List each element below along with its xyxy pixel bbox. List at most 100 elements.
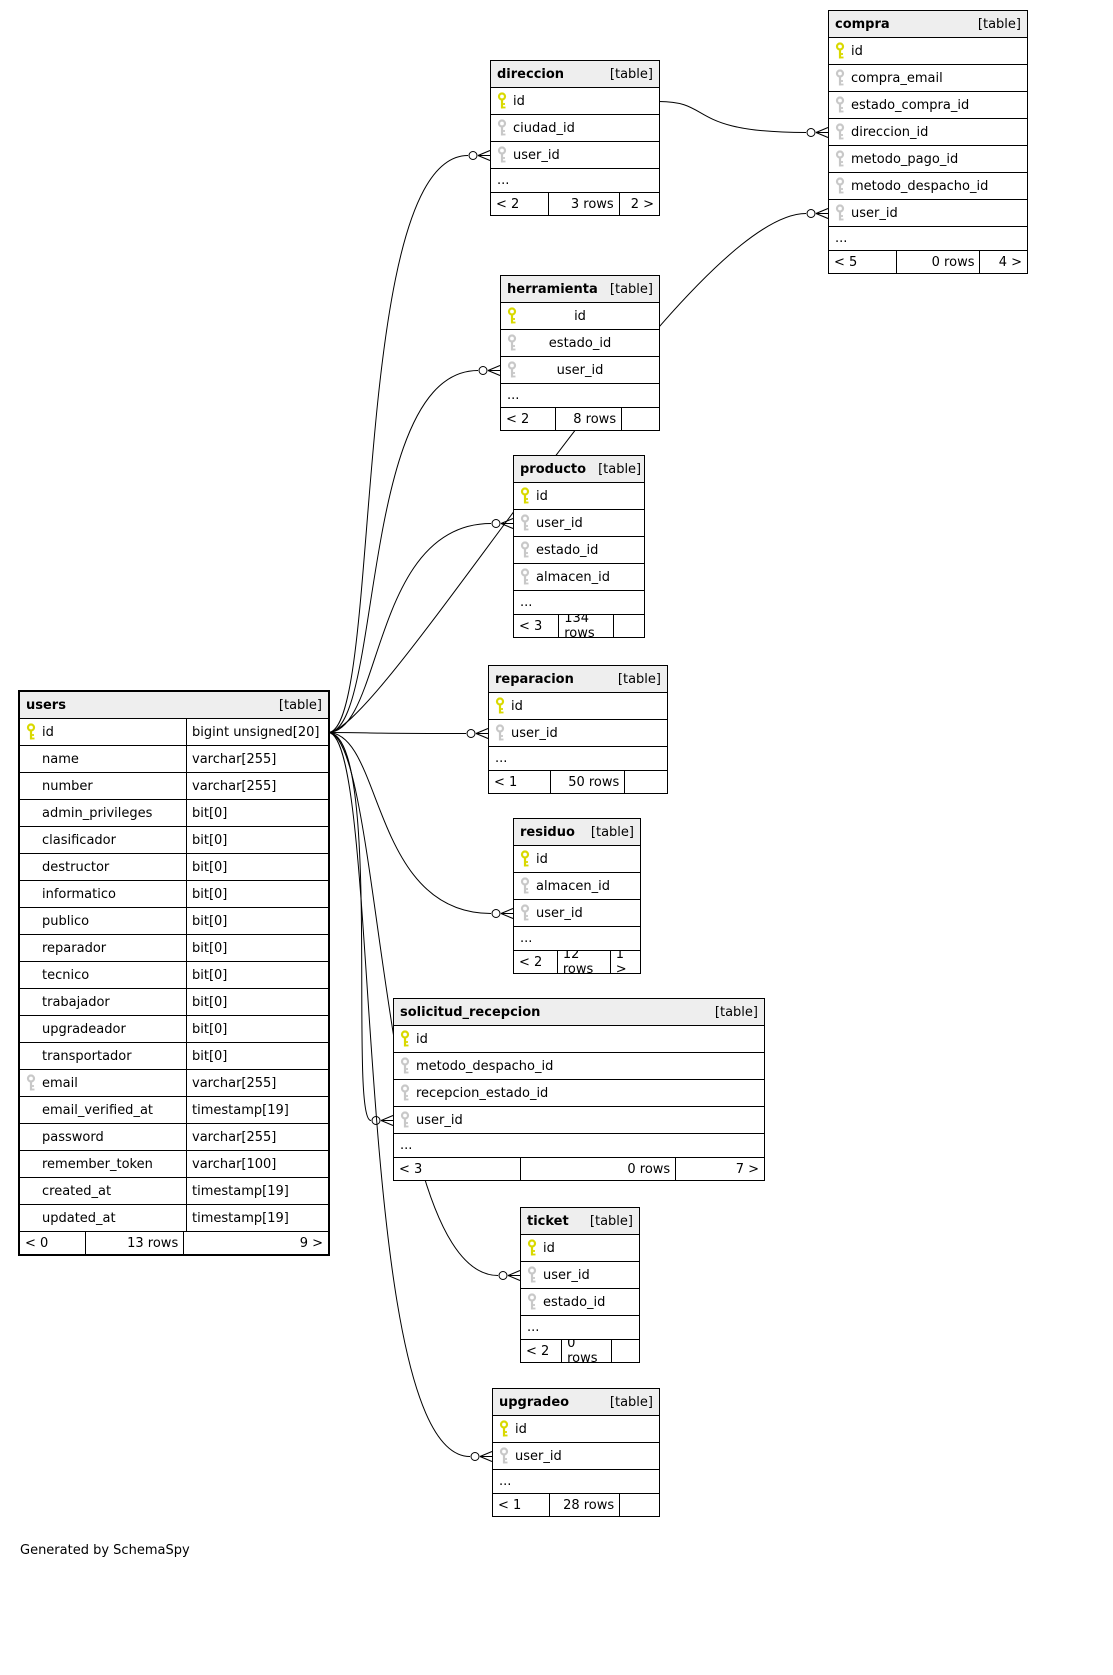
table-header-residuo[interactable]: residuo [table] xyxy=(514,819,640,846)
foreign-key-icon xyxy=(527,1266,537,1283)
column-row-clasificador: clasificador bit[0] xyxy=(20,827,328,854)
column-row-informatico: informatico bit[0] xyxy=(20,881,328,908)
table-footer-herramienta: < 2 8 rows xyxy=(501,408,659,430)
zero-or-many-circle xyxy=(498,1271,508,1280)
column-type: bit[0] xyxy=(192,967,228,983)
column-name: number xyxy=(42,773,187,799)
column-row-destructor: destructor bit[0] xyxy=(20,854,328,881)
column-name: compra_email xyxy=(851,70,943,86)
table-node-upgradeo[interactable]: upgradeo [table] id user_id... < 1 28 rows xyxy=(492,1388,660,1517)
table-node-direccion[interactable]: direccion [table] id ciudad_id user_id... < 2… xyxy=(490,60,660,216)
key-cell xyxy=(501,361,523,379)
column-name: id xyxy=(515,1421,527,1437)
relation-line xyxy=(327,732,492,914)
table-header-producto[interactable]: producto [table] xyxy=(514,456,644,483)
column-name: user_id xyxy=(536,515,583,531)
column-name: password xyxy=(42,1124,187,1150)
table-name: compra xyxy=(835,16,890,32)
key-cell xyxy=(514,850,536,868)
column-row-password: password varchar[255] xyxy=(20,1124,328,1151)
key-cell xyxy=(491,119,513,137)
key-cell xyxy=(829,150,851,168)
key-cell xyxy=(514,541,536,559)
table-tag: [table] xyxy=(589,1213,633,1229)
children-count: 4 > xyxy=(979,251,1027,273)
table-header-direccion[interactable]: direccion [table] xyxy=(491,61,659,88)
table-node-reparacion[interactable]: reparacion [table] id user_id... < 1 50 rows xyxy=(488,665,668,794)
table-header-reparacion[interactable]: reparacion [table] xyxy=(489,666,667,693)
more-columns-ellipsis: ... xyxy=(501,384,659,408)
table-node-solicitud_recepcion[interactable]: solicitud_recepcion [table] id metodo_despa… xyxy=(393,998,765,1181)
column-name: metodo_pago_id xyxy=(851,151,959,167)
table-node-users[interactable]: users [table] id bigint unsigned[20] name var… xyxy=(18,690,330,1256)
column-name: user_id xyxy=(511,725,558,741)
foreign-key-icon xyxy=(527,1293,537,1310)
column-name: publico xyxy=(42,908,187,934)
relation-users.id-to-reparacion.user_id xyxy=(327,728,489,739)
key-cell xyxy=(514,904,536,922)
table-node-residuo[interactable]: residuo [table] id almacen_id user_id... < 2 1… xyxy=(513,818,641,974)
column-row-user_id: user_id xyxy=(491,142,659,169)
table-header-herramienta[interactable]: herramienta [table] xyxy=(501,276,659,303)
column-row-id: id xyxy=(514,846,640,873)
more-columns-ellipsis: ... xyxy=(829,227,1027,251)
column-type: bit[0] xyxy=(192,940,228,956)
column-name: user_id xyxy=(851,205,898,221)
column-row-almacen_id: almacen_id xyxy=(514,564,644,591)
parents-count: < 1 xyxy=(498,1497,522,1513)
key-cell xyxy=(501,334,523,352)
column-row-id: id xyxy=(514,483,644,510)
key-cell xyxy=(829,69,851,87)
table-header-ticket[interactable]: ticket [table] xyxy=(521,1208,639,1235)
relation-users.id-to-residuo.user_id xyxy=(327,732,514,919)
table-node-ticket[interactable]: ticket [table] id user_id estado_id... < 2 0 r… xyxy=(520,1207,640,1363)
column-row-user_id: user_id xyxy=(501,357,659,384)
relation-line xyxy=(327,732,372,1121)
table-node-compra[interactable]: compra [table] id compra_email estado_compra… xyxy=(828,10,1028,274)
column-row-trabajador: trabajador bit[0] xyxy=(20,989,328,1016)
column-row-direccion_id: direccion_id xyxy=(829,119,1027,146)
table-name: users xyxy=(26,697,66,713)
key-cell xyxy=(514,487,536,505)
table-tag: [table] xyxy=(278,697,322,713)
column-row-publico: publico bit[0] xyxy=(20,908,328,935)
key-cell xyxy=(501,307,523,325)
relation-line xyxy=(327,732,467,734)
table-node-producto[interactable]: producto [table] id user_id estado_id almacen… xyxy=(513,455,645,638)
column-row-transportador: transportador bit[0] xyxy=(20,1043,328,1070)
key-cell xyxy=(394,1084,416,1102)
table-header-upgradeo[interactable]: upgradeo [table] xyxy=(493,1389,659,1416)
table-node-herramienta[interactable]: herramienta [table] id estado_id user_id... <… xyxy=(500,275,660,431)
foreign-key-icon xyxy=(520,568,530,585)
more-columns-ellipsis: ... xyxy=(514,927,640,951)
table-header-users[interactable]: users [table] xyxy=(20,692,328,719)
column-row-email_verified_at: email_verified_at timestamp[19] xyxy=(20,1097,328,1124)
column-type: varchar[255] xyxy=(192,1075,277,1091)
table-header-compra[interactable]: compra [table] xyxy=(829,11,1027,38)
table-header-solicitud_recepcion[interactable]: solicitud_recepcion [table] xyxy=(394,999,764,1026)
column-name: user_id xyxy=(536,905,583,921)
column-row-metodo_pago_id: metodo_pago_id xyxy=(829,146,1027,173)
foreign-key-icon xyxy=(507,334,517,351)
column-row-id: id xyxy=(394,1026,764,1053)
column-row-user_id: user_id xyxy=(514,510,644,537)
column-name: id xyxy=(513,93,525,109)
column-row-tecnico: tecnico bit[0] xyxy=(20,962,328,989)
rows-count: 28 rows xyxy=(549,1494,619,1516)
relation-line xyxy=(327,370,479,733)
column-row-metodo_despacho_id: metodo_despacho_id xyxy=(394,1053,764,1080)
column-name: user_id xyxy=(556,362,604,378)
column-type: timestamp[19] xyxy=(192,1102,289,1118)
foreign-key-icon xyxy=(26,1074,36,1091)
foreign-key-icon xyxy=(497,146,507,163)
column-type: bit[0] xyxy=(192,859,228,875)
column-row-id: id bigint unsigned[20] xyxy=(20,719,328,746)
column-type: bit[0] xyxy=(192,913,228,929)
column-name: created_at xyxy=(42,1178,187,1204)
table-name: ticket xyxy=(527,1213,569,1229)
zero-or-many-circle xyxy=(806,209,816,218)
column-row-admin_privileges: admin_privileges bit[0] xyxy=(20,800,328,827)
column-name: tecnico xyxy=(42,962,187,988)
foreign-key-icon xyxy=(507,361,517,378)
